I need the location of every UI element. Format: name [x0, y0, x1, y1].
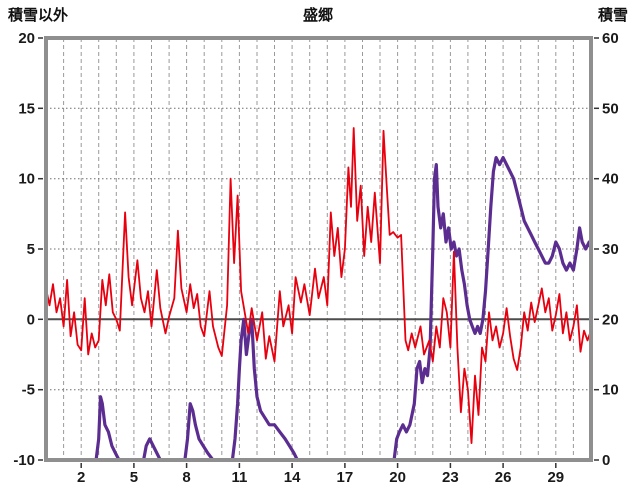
left-axis-tick-label: 20 [18, 30, 35, 47]
x-axis-tick-label: 17 [337, 469, 354, 486]
right-axis-tick-label: 20 [602, 311, 619, 328]
right-axis-title: 積雪 [597, 7, 628, 24]
x-axis-tick-label: 2 [77, 469, 85, 486]
right-axis-tick-label: 40 [602, 171, 619, 188]
left-axis-tick-label: -10 [13, 452, 35, 469]
right-axis-tick-label: 0 [602, 452, 610, 469]
right-axis-tick-label: 30 [602, 241, 619, 258]
series-lines [46, 127, 591, 460]
left-axis-tick-label: 0 [27, 311, 35, 328]
x-axis-tick-label: 11 [231, 469, 247, 486]
left-axis-tick-label: 5 [27, 241, 35, 258]
x-axis-tick-label: 23 [442, 469, 459, 486]
left-axis-tick-label: 10 [18, 171, 35, 188]
x-axis-tick-label: 20 [389, 469, 406, 486]
right-axis-tick-label: 50 [602, 100, 619, 117]
x-axis-tick-label: 8 [182, 469, 190, 486]
axis-ticks [38, 37, 599, 468]
plot-frame [44, 36, 593, 462]
x-axis-tick-label: 26 [495, 469, 512, 486]
left-axis-tick-label: -5 [22, 382, 35, 399]
chart-title: 盛郷 [302, 7, 333, 24]
x-axis-tick-label: 29 [547, 469, 564, 486]
left-axis-tick-label: 15 [18, 100, 35, 117]
series-temp-line [46, 127, 591, 445]
right-axis-tick-label: 10 [602, 382, 619, 399]
x-axis-tick-label: 14 [284, 469, 301, 486]
horizontal-gridlines [46, 107, 591, 391]
x-axis-tick-label: 5 [130, 469, 138, 486]
left-axis-title: 積雪以外 [8, 7, 69, 24]
right-axis-tick-label: 60 [602, 30, 619, 47]
series-snow-line [46, 156, 591, 460]
